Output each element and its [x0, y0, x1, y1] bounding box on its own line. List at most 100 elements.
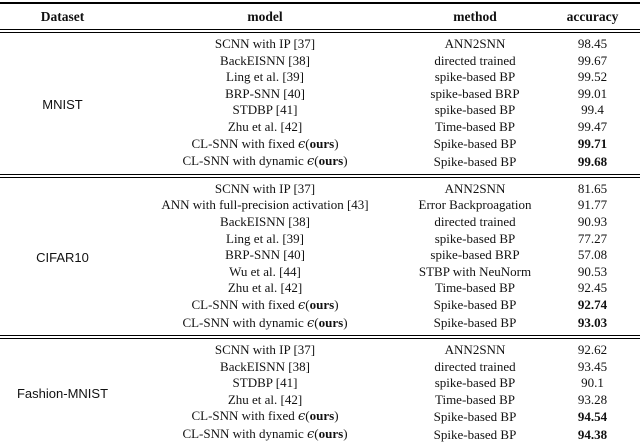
model-cell: CL-SNN with fixed ϵ(ours) — [125, 136, 405, 154]
table-row: ANN with full-precision activation [43] E… — [0, 197, 640, 214]
table-row: CL-SNN with dynamic ϵ(ours) Spike-based B… — [0, 153, 640, 176]
accuracy-cell: 93.45 — [577, 358, 608, 374]
table-row: Fashion-MNIST SCNN with IP [37] ANN2SNN 92.… — [0, 337, 640, 401]
dataset-label: Fashion-MNIST — [16, 386, 109, 402]
model-cell: Wu et al. [44] — [229, 263, 301, 279]
epsilon-symbol: ϵ — [307, 315, 315, 331]
method-cell: Time-based BP — [434, 118, 516, 134]
model-text: ( — [314, 153, 319, 169]
accuracy-cell: 77.27 — [577, 230, 608, 246]
accuracy-cell: 91.77 — [577, 197, 608, 213]
method-cell: spike-based BRP — [430, 85, 520, 101]
method-cell: directed trained — [434, 52, 516, 68]
table-row: MNIST SCNN with IP [37] ANN2SNN 98.45 — [0, 31, 640, 112]
method-cell: ANN2SNN — [444, 180, 506, 196]
table-row: Zhu et al. [42] Time-based BP 99.47 — [0, 119, 640, 136]
method-cell: spike-based BRP — [430, 247, 520, 263]
accuracy-cell: 94.38 — [577, 426, 608, 442]
accuracy-cell: 92.74 — [577, 297, 608, 313]
table-row: CL-SNN with dynamic ϵ(ours) Spike-based B… — [0, 426, 640, 447]
model-text: CL-SNN with fixed — [191, 408, 298, 424]
table-row: Zhu et al. [42] Time-based BP 92.45 — [0, 280, 640, 297]
model-text: CL-SNN with dynamic — [182, 426, 308, 442]
method-cell: Time-based BP — [434, 391, 516, 407]
accuracy-cell: 99.47 — [577, 118, 608, 134]
table-row: CL-SNN with fixed ϵ(ours) Spike-based BP 9… — [0, 408, 640, 426]
method-cell: Spike-based BP — [433, 153, 517, 169]
model-text: CL-SNN with dynamic — [182, 314, 308, 330]
model-cell: CL-SNN with fixed ϵ(ours) — [125, 297, 405, 315]
method-cell: ANN2SNN — [444, 36, 506, 51]
model-cell: BackEISNN [38] — [220, 213, 310, 229]
model-cell: Zhu et al. [42] — [227, 280, 303, 296]
model-text: CL-SNN with fixed — [191, 296, 298, 312]
table-row: BRP-SNN [40] spike-based BRP 99.01 — [0, 86, 640, 103]
model-text: ours — [309, 408, 335, 424]
model-text: ) — [343, 153, 348, 169]
accuracy-cell: 92.45 — [577, 280, 608, 296]
table-header: Dataset model method accuracy — [0, 3, 640, 31]
section-cifar10: CIFAR10 SCNN with IP [37] ANN2SNN 81.65 ANN … — [0, 176, 640, 338]
method-cell: spike-based BP — [434, 102, 516, 118]
model-cell: CL-SNN with dynamic ϵ(ours) — [125, 153, 405, 176]
method-cell: Time-based BP — [434, 280, 516, 296]
model-text: ours — [318, 153, 344, 169]
model-text: ( — [305, 408, 310, 424]
accuracy-cell: 94.54 — [577, 408, 608, 424]
accuracy-cell: 99.68 — [577, 153, 608, 169]
model-cell: Ling et al. [39] — [226, 69, 304, 85]
model-cell: STDBP [41] — [232, 375, 298, 391]
epsilon-symbol: ϵ — [298, 409, 306, 425]
accuracy-cell: 81.65 — [577, 180, 608, 196]
table-row: Ling et al. [39] spike-based BP 77.27 — [0, 231, 640, 248]
accuracy-cell: 90.53 — [577, 263, 608, 279]
accuracy-cell: 57.08 — [577, 247, 608, 263]
model-text: ) — [334, 408, 339, 424]
method-cell: STBP with NeuNorm — [418, 263, 532, 279]
model-text: ours — [309, 296, 335, 312]
table-row: STDBP [41] spike-based BP 90.1 — [0, 375, 640, 392]
model-text: ours — [309, 135, 335, 151]
method-cell: directed trained — [434, 358, 516, 374]
method-cell: spike-based BP — [434, 230, 516, 246]
model-cell: BackEISNN [38] — [220, 358, 310, 374]
accuracy-cell: 99.52 — [577, 69, 608, 85]
method-cell: directed trained — [434, 213, 516, 229]
model-cell: Ling et al. [39] — [226, 230, 304, 246]
accuracy-cell: 99.01 — [577, 85, 608, 101]
model-cell: CL-SNN with dynamic ϵ(ours) — [125, 315, 405, 338]
model-text: ( — [305, 296, 310, 312]
table-row: STDBP [41] spike-based BP 99.4 — [0, 102, 640, 119]
table-row: Ling et al. [39] spike-based BP 99.52 — [0, 69, 640, 86]
col-header-model: model — [247, 8, 283, 24]
model-cell: BackEISNN [38] — [220, 52, 310, 68]
method-cell: Spike-based BP — [433, 136, 517, 152]
accuracy-cell: 98.45 — [577, 36, 608, 51]
model-cell: SCNN with IP [37] — [214, 342, 316, 358]
model-cell: BRP-SNN [40] — [225, 85, 305, 101]
table-row: BackEISNN [38] directed trained 99.67 — [0, 53, 640, 70]
table-row: CL-SNN with fixed ϵ(ours) Spike-based BP 9… — [0, 297, 640, 315]
model-cell: Zhu et al. [42] — [227, 391, 303, 407]
epsilon-symbol: ϵ — [298, 136, 306, 152]
table-row: Wu et al. [44] STBP with NeuNorm 90.53 — [0, 264, 640, 281]
col-header-method: method — [453, 8, 497, 24]
model-cell: SCNN with IP [37] — [214, 180, 316, 196]
table-row: BackEISNN [38] directed trained 93.45 — [0, 359, 640, 376]
model-text: CL-SNN with dynamic — [182, 153, 308, 169]
accuracy-cell: 99.71 — [577, 136, 608, 152]
table-row: CL-SNN with dynamic ϵ(ours) Spike-based B… — [0, 315, 640, 338]
table-row: BRP-SNN [40] spike-based BRP 57.08 — [0, 247, 640, 264]
header-row: Dataset model method accuracy — [0, 3, 640, 31]
model-text: ( — [305, 135, 310, 151]
accuracy-cell: 90.93 — [577, 213, 608, 229]
model-text: ) — [343, 426, 348, 442]
section-mnist: MNIST SCNN with IP [37] ANN2SNN 98.45 BackEI… — [0, 31, 640, 176]
dataset-label: MNIST — [42, 96, 83, 112]
model-text: ( — [314, 426, 319, 442]
epsilon-symbol: ϵ — [298, 297, 306, 313]
model-cell: CL-SNN with dynamic ϵ(ours) — [125, 426, 405, 447]
method-cell: spike-based BP — [434, 375, 516, 391]
model-text: ours — [318, 314, 344, 330]
